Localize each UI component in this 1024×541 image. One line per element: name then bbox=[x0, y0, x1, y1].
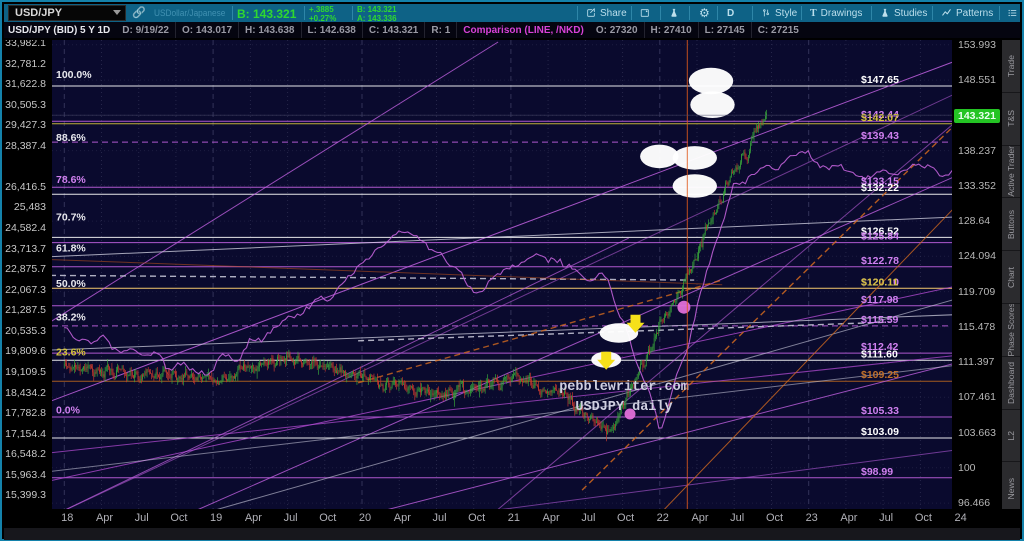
svg-text:88.6%: 88.6% bbox=[56, 132, 86, 144]
svg-text:$98.99: $98.99 bbox=[861, 466, 893, 478]
svg-text:USDJPY daily: USDJPY daily bbox=[575, 400, 672, 415]
svg-text:23.6%: 23.6% bbox=[56, 347, 86, 359]
svg-text:$109.25: $109.25 bbox=[861, 369, 899, 381]
svg-text:38.2%: 38.2% bbox=[56, 311, 86, 323]
svg-text:$117.98: $117.98 bbox=[861, 294, 899, 306]
svg-text:61.8%: 61.8% bbox=[56, 243, 86, 255]
svg-text:$120.11: $120.11 bbox=[861, 276, 899, 288]
svg-text:$105.33: $105.33 bbox=[861, 405, 899, 417]
svg-text:100.0%: 100.0% bbox=[56, 69, 92, 81]
svg-text:$132.22: $132.22 bbox=[861, 182, 899, 194]
svg-text:70.7%: 70.7% bbox=[56, 212, 86, 224]
svg-text:$147.65: $147.65 bbox=[861, 74, 899, 86]
svg-text:0.0%: 0.0% bbox=[56, 404, 81, 416]
svg-text:$103.09: $103.09 bbox=[861, 426, 899, 438]
svg-text:$122.78: $122.78 bbox=[861, 255, 899, 267]
svg-text:$111.60: $111.60 bbox=[861, 348, 898, 360]
svg-text:50.0%: 50.0% bbox=[56, 278, 86, 290]
svg-text:$142.07: $142.07 bbox=[861, 112, 899, 124]
svg-text:$139.43: $139.43 bbox=[861, 130, 899, 142]
svg-text:$115.59: $115.59 bbox=[861, 314, 899, 326]
svg-text:pebblewriter.com: pebblewriter.com bbox=[559, 380, 689, 395]
svg-text:78.6%: 78.6% bbox=[56, 174, 86, 186]
svg-text:$125.84: $125.84 bbox=[861, 231, 899, 243]
